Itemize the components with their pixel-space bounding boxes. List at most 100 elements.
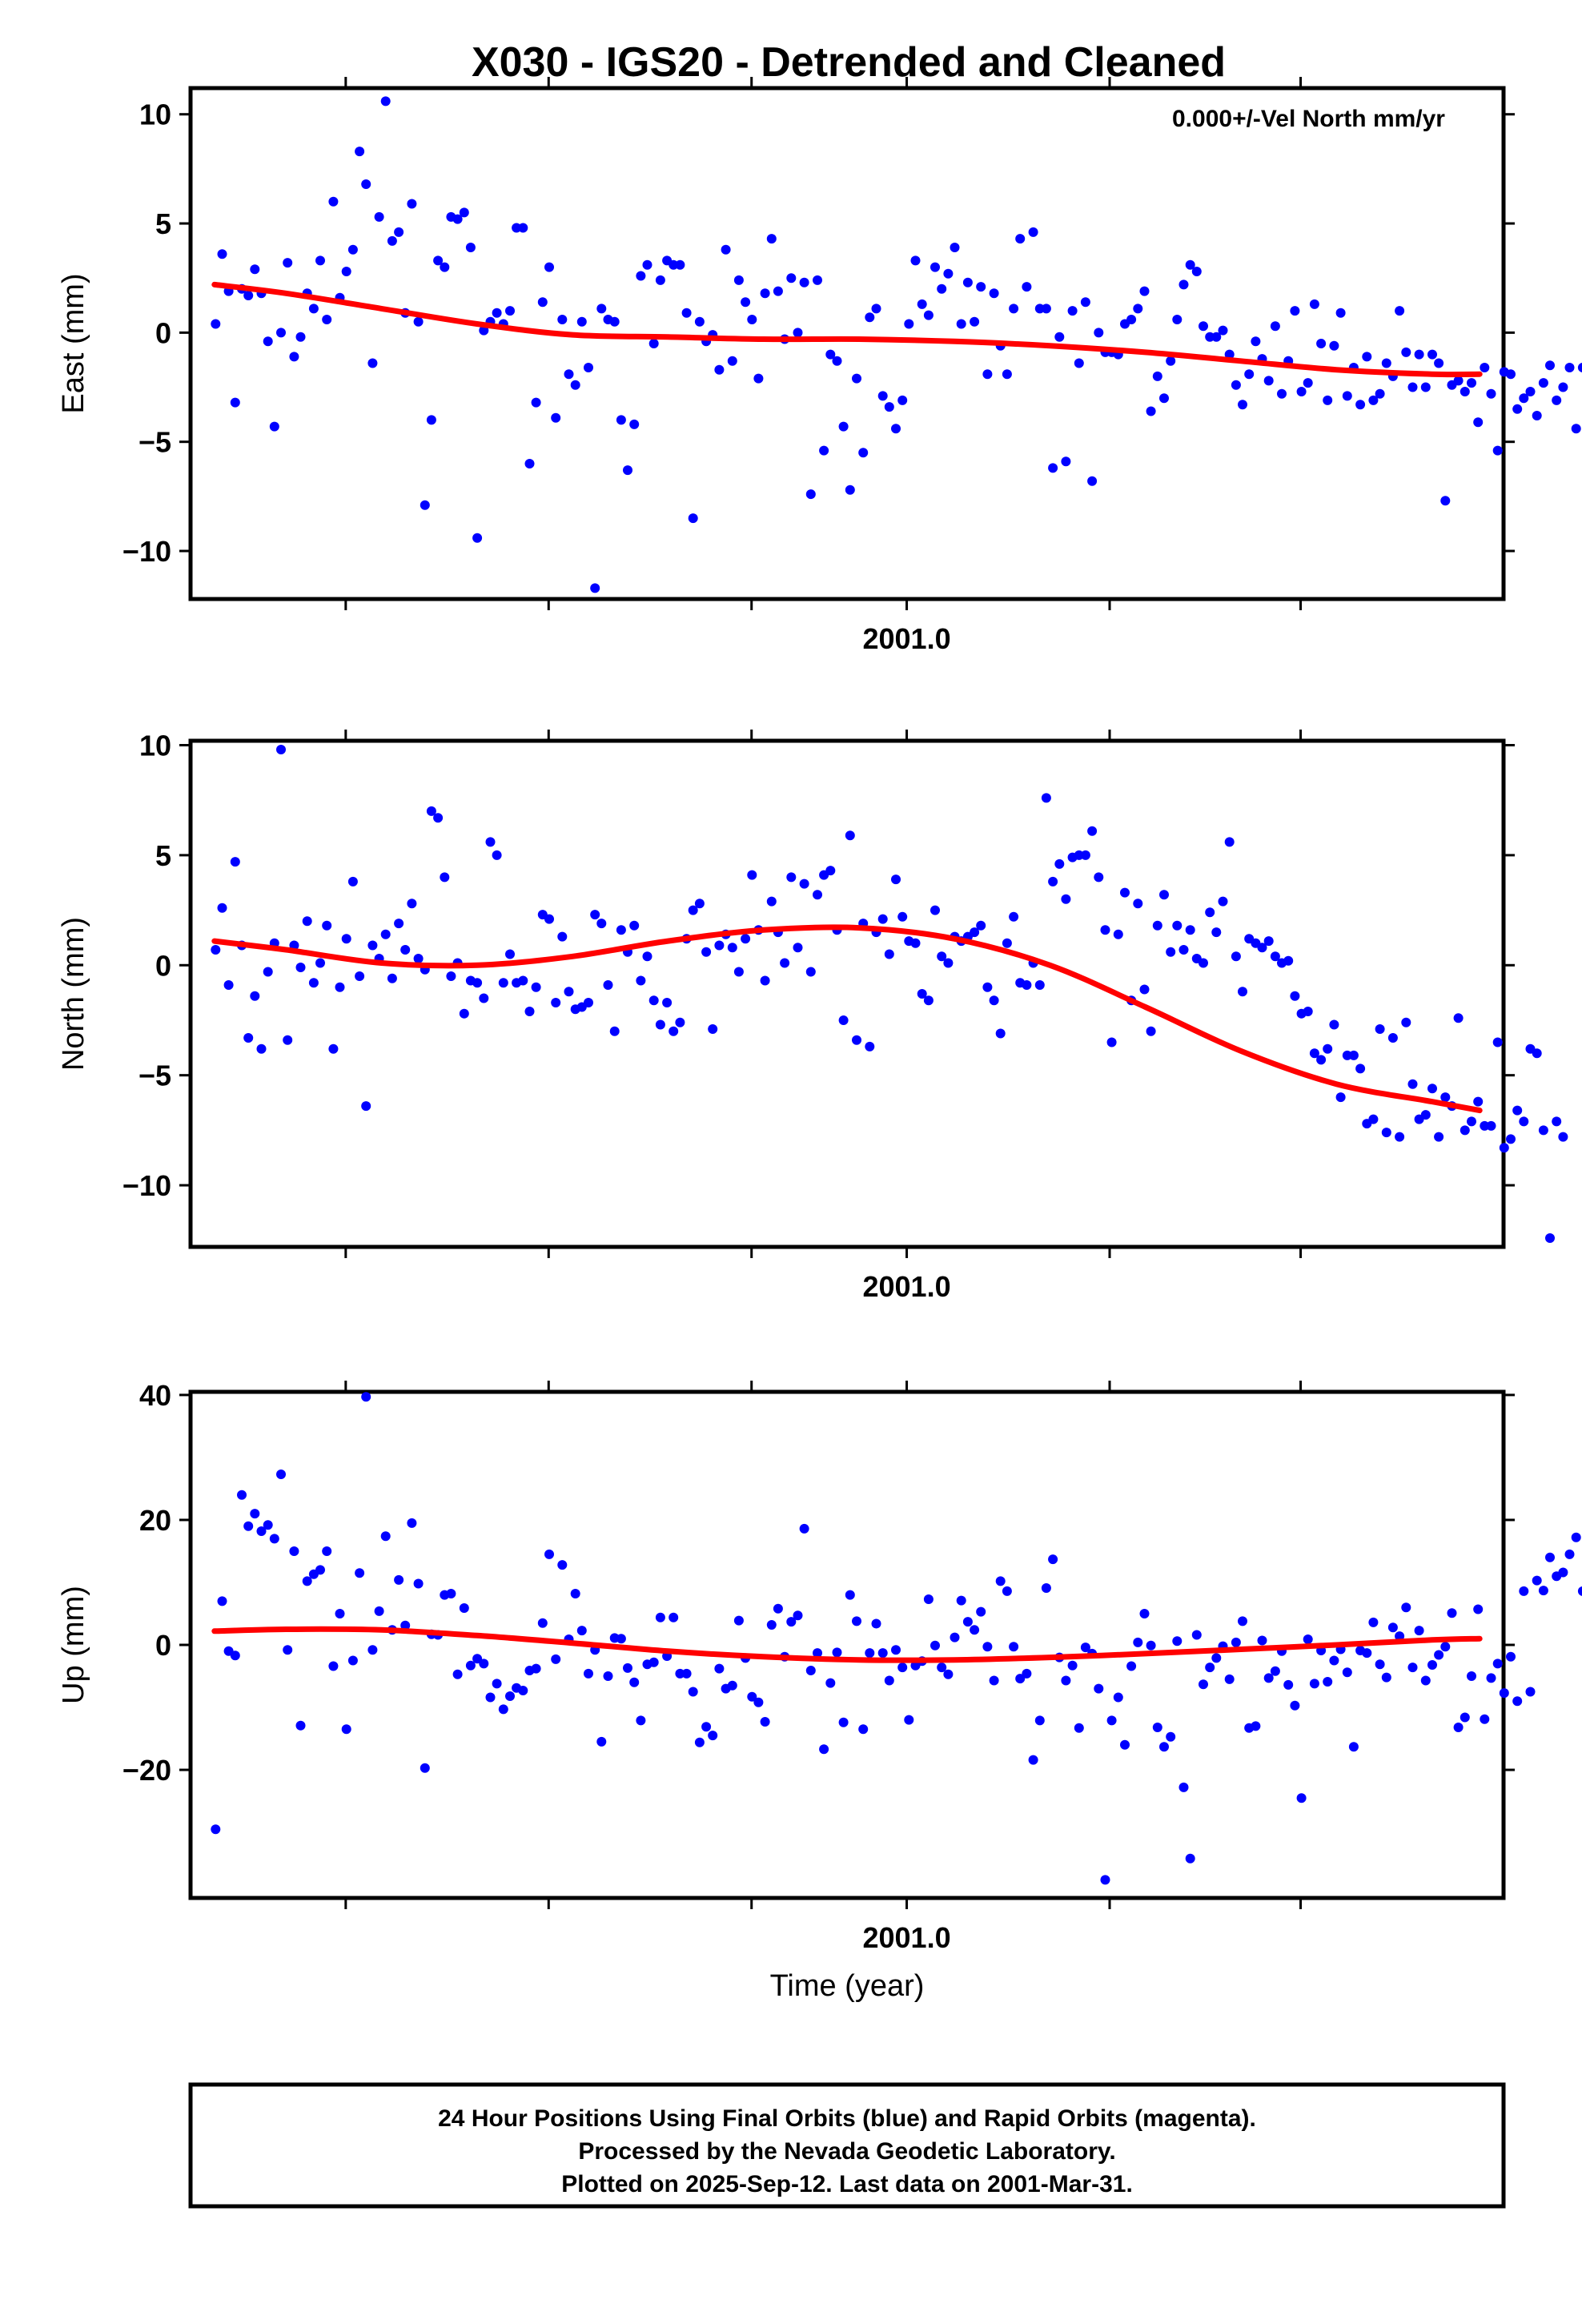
data-point — [648, 995, 659, 1006]
data-point — [413, 954, 424, 963]
data-point — [459, 1008, 469, 1019]
data-point — [1499, 1688, 1509, 1699]
data-point — [341, 1724, 351, 1735]
data-point — [1427, 1084, 1437, 1094]
y-tick-label: 0 — [155, 316, 171, 349]
data-point — [1231, 951, 1241, 962]
data-point — [694, 316, 705, 327]
data-point — [1303, 1007, 1313, 1016]
data-point — [596, 304, 607, 314]
data-point — [459, 1603, 469, 1613]
data-point — [1467, 1671, 1476, 1681]
data-point — [518, 223, 528, 233]
data-point — [230, 857, 240, 867]
data-point — [714, 1663, 725, 1674]
data-point — [1034, 1715, 1045, 1726]
data-point — [891, 424, 901, 434]
data-point — [1486, 1120, 1496, 1131]
data-point — [315, 1565, 325, 1575]
data-point — [479, 1659, 489, 1669]
data-point — [400, 945, 411, 955]
data-point — [355, 971, 365, 981]
data-point — [1205, 907, 1215, 918]
data-point — [616, 925, 626, 935]
y-axis-label: Up (mm) — [57, 1586, 90, 1704]
data-point — [1506, 369, 1516, 380]
data-point — [322, 920, 332, 931]
data-point — [1199, 958, 1208, 968]
data-point — [1499, 1143, 1509, 1153]
data-point — [832, 1647, 842, 1658]
data-point — [1545, 360, 1555, 371]
data-point — [524, 1007, 535, 1016]
data-point — [917, 989, 927, 999]
data-point — [845, 830, 855, 841]
data-point — [1002, 369, 1012, 380]
data-point — [413, 1578, 424, 1589]
data-point — [852, 373, 861, 384]
data-point — [557, 315, 568, 324]
data-point — [786, 872, 797, 883]
data-point — [727, 356, 737, 366]
data-point — [263, 336, 273, 347]
data-point — [1263, 376, 1274, 386]
data-point — [1335, 308, 1346, 318]
fit-curve — [211, 1626, 1483, 1663]
y-tick-label: −5 — [139, 1059, 171, 1092]
data-point — [1558, 1132, 1568, 1142]
data-point — [1028, 1755, 1038, 1765]
data-point — [584, 1668, 593, 1679]
data-point — [1309, 1679, 1319, 1689]
data-point — [982, 982, 993, 992]
data-point — [498, 1704, 508, 1715]
data-point — [440, 872, 450, 883]
y-axis-label: North (mm) — [57, 917, 90, 1071]
data-point — [322, 1546, 332, 1556]
data-point — [1074, 358, 1084, 368]
data-point — [995, 1576, 1006, 1586]
data-point — [576, 316, 587, 327]
data-point — [1558, 1567, 1568, 1578]
data-point — [590, 583, 600, 593]
data-point — [937, 1663, 947, 1673]
data-point — [825, 349, 836, 360]
data-point — [1054, 332, 1065, 342]
data-point — [380, 929, 391, 939]
data-point — [452, 214, 463, 224]
data-point — [407, 199, 417, 209]
data-point — [308, 304, 319, 314]
data-point — [708, 1024, 718, 1034]
data-point — [904, 319, 914, 329]
data-point — [989, 288, 999, 299]
data-point — [930, 262, 940, 272]
data-point — [256, 1043, 267, 1054]
data-point — [970, 927, 980, 938]
data-point — [283, 1035, 293, 1045]
data-point — [897, 911, 908, 922]
data-point — [1002, 938, 1012, 948]
data-point — [1362, 1648, 1372, 1659]
fit-curve — [211, 281, 1483, 378]
y-tick-label: 5 — [155, 207, 171, 240]
data-point — [642, 259, 652, 270]
data-point — [1401, 347, 1411, 357]
data-point — [485, 837, 496, 847]
data-point — [989, 1675, 999, 1686]
data-point — [328, 196, 339, 207]
data-point — [1362, 352, 1372, 362]
data-point — [1427, 1660, 1437, 1670]
data-point — [1199, 321, 1208, 332]
data-point — [400, 1620, 411, 1630]
data-point — [1022, 980, 1032, 990]
data-point — [1323, 1043, 1333, 1054]
data-point — [1028, 227, 1038, 237]
data-point — [1231, 380, 1241, 390]
y-tick-label: 0 — [155, 1629, 171, 1662]
data-point — [1348, 1742, 1359, 1752]
data-point — [1381, 1672, 1391, 1683]
data-point — [1048, 1554, 1058, 1565]
data-point — [799, 879, 809, 889]
data-point — [923, 310, 934, 320]
data-point — [1172, 920, 1182, 931]
data-point — [1178, 1782, 1189, 1792]
